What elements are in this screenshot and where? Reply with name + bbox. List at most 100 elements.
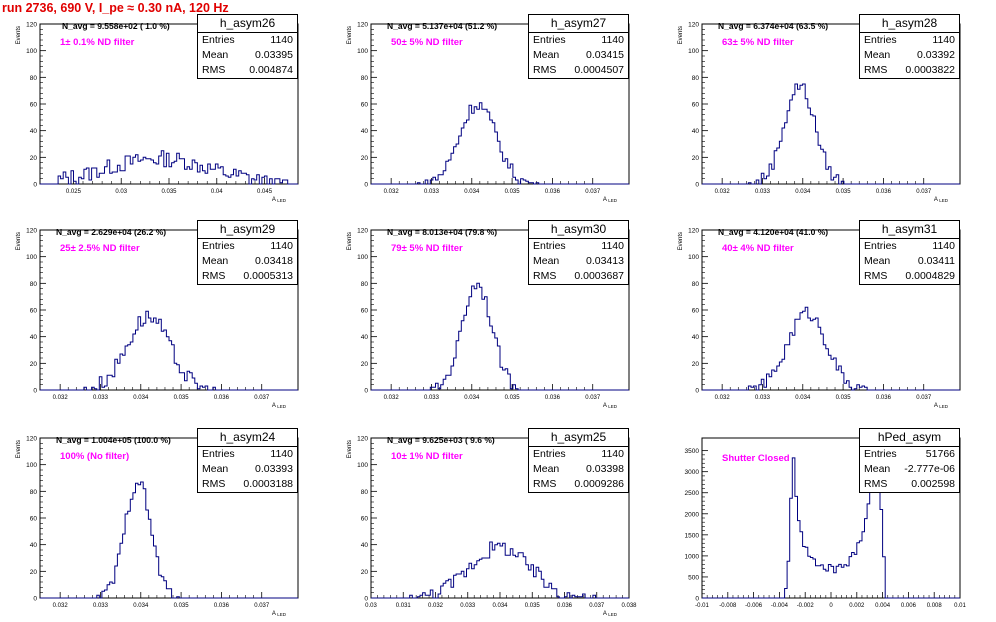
- y-tick-label: 20: [361, 155, 369, 162]
- stats-value: 0.03411: [917, 255, 955, 267]
- stats-label: RMS: [864, 64, 888, 76]
- x-tick-label: 0.035: [505, 189, 521, 195]
- histogram-name: h_asym27: [529, 15, 628, 33]
- x-tick-label: 0.035: [836, 395, 852, 401]
- stats-label: Mean: [533, 463, 560, 475]
- x-tick-label: 0.033: [424, 395, 440, 401]
- y-tick-label: 500: [688, 574, 699, 581]
- filter-annotation: Shutter Closed: [722, 453, 790, 464]
- y-tick-label: 100: [26, 254, 37, 261]
- y-tick-label: 20: [30, 569, 38, 576]
- histogram-line: [702, 83, 960, 185]
- x-tick-label: 0.035: [525, 603, 541, 609]
- stats-row-entries: Entries 1140: [860, 33, 959, 48]
- stats-row-rms: RMS 0.004874: [198, 63, 297, 78]
- histogram-plot: 0 20 40 60 80 100 120 0.032 0.033 0.034 0.035 0.036…: [16, 228, 299, 409]
- y-tick-label: 20: [692, 361, 700, 368]
- x-tick-label: 0.034: [492, 603, 508, 609]
- stats-row-rms: RMS 0.0004829: [860, 269, 959, 284]
- histogram-plot: 0 20 40 60 80 100 120 0.032 0.033 0.034 0.035 0.036…: [16, 436, 299, 617]
- y-tick-label: 80: [361, 75, 369, 82]
- y-tick-label: 120: [26, 22, 37, 29]
- stats-row-rms: RMS 0.002598: [860, 477, 959, 492]
- stats-value: 0.03392: [917, 49, 955, 61]
- stats-box: h_asym31 Entries 1140 Mean 0.03411 RMS 0.00048…: [859, 220, 960, 285]
- y-tick-label: 0: [695, 388, 699, 395]
- histogram-name: h_asym30: [529, 221, 628, 239]
- stats-label: Entries: [202, 448, 235, 460]
- y-tick-label: 60: [30, 308, 38, 315]
- y-tick-label: 20: [30, 155, 38, 162]
- y-tick-label: 80: [30, 281, 38, 288]
- stats-value: 0.0003687: [574, 270, 624, 282]
- stats-row-mean: Mean 0.03413: [529, 254, 628, 269]
- stats-row-rms: RMS 0.0003188: [198, 477, 297, 492]
- x-tick-label: -0.004: [771, 603, 789, 609]
- x-tick-label: 0.037: [589, 603, 605, 609]
- stats-row-entries: Entries 51766: [860, 447, 959, 462]
- x-tick-label: 0.025: [66, 189, 82, 195]
- y-tick-label: 120: [688, 22, 699, 29]
- x-tick-label: 0.03: [115, 189, 127, 195]
- x-axis-title: A LED: [272, 197, 287, 203]
- stats-box: h_asym28 Entries 1140 Mean 0.03392 RMS 0.00038…: [859, 14, 960, 79]
- x-tick-label: -0.006: [745, 603, 763, 609]
- histogram-panel-h_asym28: 0 20 40 60 80 100 120 0.032 0.033 0.034 0.035 0.036…: [672, 14, 966, 203]
- stats-value: -2.777e-06: [904, 463, 955, 475]
- stats-row-rms: RMS 0.0003822: [860, 63, 959, 78]
- x-tick-label: 0.037: [254, 603, 270, 609]
- stats-value: 1140: [601, 34, 624, 46]
- histogram-plot: 0 20 40 60 80 100 120 0.03 0.031 0.032 0.033 0.034 0…: [347, 436, 637, 618]
- histogram-plot: 0 20 40 60 80 100 120 0.032 0.033 0.034 0.035 0.036…: [347, 228, 630, 409]
- histogram-line: [40, 150, 298, 185]
- stats-label: Entries: [533, 240, 566, 252]
- y-tick-label: 120: [688, 228, 699, 235]
- stats-row-mean: Mean -2.777e-06: [860, 462, 959, 477]
- y-tick-label: 3500: [685, 448, 700, 455]
- y-tick-label: 100: [357, 48, 368, 55]
- stats-value: 0.0003188: [243, 478, 293, 490]
- x-axis-title: A LED: [603, 611, 618, 617]
- stats-value: 0.03413: [586, 255, 624, 267]
- stats-row-entries: Entries 1140: [198, 33, 297, 48]
- y-tick-label: 60: [692, 102, 700, 109]
- stats-label: Entries: [533, 448, 566, 460]
- x-tick-label: 0.036: [545, 189, 561, 195]
- stats-value: 0.03415: [586, 49, 624, 61]
- x-tick-label: 0.033: [424, 189, 440, 195]
- x-tick-label: 0.034: [464, 395, 480, 401]
- stats-value: 1140: [270, 448, 293, 460]
- y-tick-label: 100: [357, 462, 368, 469]
- stats-row-rms: RMS 0.0004507: [529, 63, 628, 78]
- filter-annotation: 1± 0.1% ND filter: [60, 37, 135, 48]
- stats-label: RMS: [202, 478, 226, 490]
- x-tick-label: 0.002: [849, 603, 865, 609]
- stats-label: Mean: [533, 255, 560, 267]
- histogram-name: h_asym24: [198, 429, 297, 447]
- histogram-line: [371, 282, 629, 391]
- stats-label: Mean: [202, 255, 229, 267]
- y-tick-label: 40: [30, 542, 38, 549]
- histogram-panel-h_asym31: 0 20 40 60 80 100 120 0.032 0.033 0.034 0.035 0.036…: [672, 220, 966, 409]
- x-tick-label: 0.034: [133, 395, 149, 401]
- x-tick-label: 0.036: [214, 395, 230, 401]
- stats-label: RMS: [202, 270, 226, 282]
- stats-row-entries: Entries 1140: [198, 239, 297, 254]
- histogram-plot: 0 20 40 60 80 100 120 0.025 0.03 0.035 0.04 0.045 Ev…: [16, 22, 299, 203]
- x-tick-label: 0.01: [954, 603, 966, 609]
- y-axis-title: Events: [347, 232, 353, 250]
- y-tick-label: 0: [33, 182, 37, 189]
- x-tick-label: 0: [829, 603, 833, 609]
- filter-annotation: 40± 4% ND filter: [722, 243, 794, 254]
- y-tick-label: 20: [361, 569, 369, 576]
- x-tick-label: 0.035: [836, 189, 852, 195]
- stats-label: RMS: [864, 270, 888, 282]
- x-tick-label: 0.032: [384, 189, 400, 195]
- filter-annotation: 50± 5% ND filter: [391, 37, 463, 48]
- histogram-line: [40, 481, 298, 599]
- stats-label: Entries: [864, 34, 897, 46]
- stats-value: 0.03418: [255, 255, 293, 267]
- y-tick-label: 0: [695, 182, 699, 189]
- y-tick-label: 40: [30, 334, 38, 341]
- histogram-line: [40, 310, 298, 391]
